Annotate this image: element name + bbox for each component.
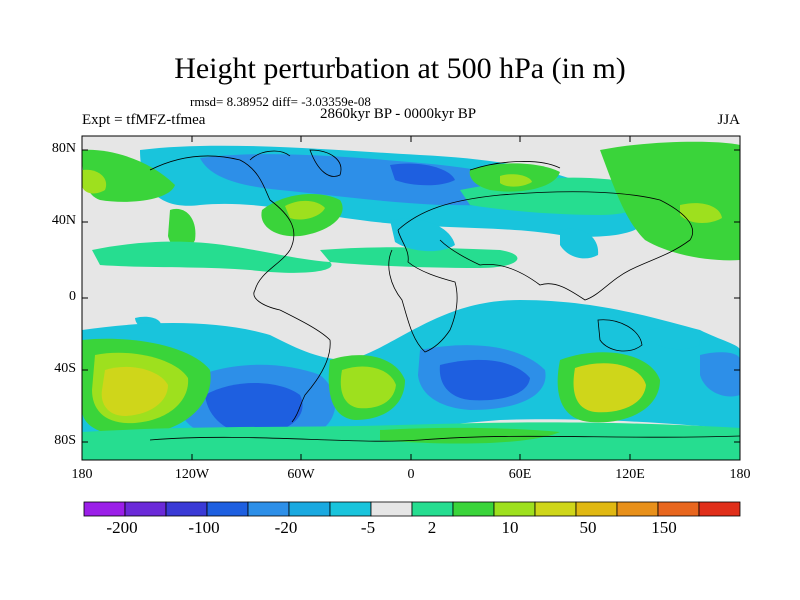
coastlines bbox=[149, 149, 740, 442]
lon-label-120e: 120E bbox=[615, 467, 645, 482]
colorbar-label: 10 bbox=[501, 518, 519, 537]
south-america-blue bbox=[205, 382, 303, 436]
s-indian-yellow bbox=[573, 363, 646, 413]
season-label: JJA bbox=[717, 112, 740, 128]
lat-label-40s: 40S bbox=[54, 361, 76, 376]
atlantic-teal bbox=[320, 247, 518, 268]
colorbar-box bbox=[411, 501, 454, 517]
lon-label-180e: 180 bbox=[729, 467, 751, 482]
colorbar-box bbox=[165, 501, 208, 517]
axis-ticks bbox=[81, 136, 741, 460]
pacific-green-patch bbox=[168, 208, 196, 250]
lat-label-0: 0 bbox=[69, 289, 76, 304]
colorbar-label: -100 bbox=[188, 518, 220, 537]
colorbar-box bbox=[206, 501, 249, 517]
s-atlantic-yg bbox=[340, 366, 396, 409]
map-title: Height perturbation at 500 hPa (in m) bbox=[174, 52, 626, 85]
europe-blue bbox=[390, 218, 455, 252]
pacific-lightblue-patch bbox=[650, 326, 700, 350]
north-america-yg bbox=[285, 200, 325, 220]
colorbar-label: 2 bbox=[427, 518, 437, 537]
colorbar-box bbox=[288, 501, 331, 517]
colorbar-label: 150 bbox=[651, 518, 677, 537]
lon-label-0: 0 bbox=[407, 467, 415, 482]
sw-pacific-orange bbox=[101, 366, 168, 416]
period-label: 2860kyr BP - 0000kyr BP bbox=[320, 106, 477, 122]
colorbar-label: -5 bbox=[360, 518, 376, 537]
ne-pacific-green bbox=[600, 141, 740, 261]
experiment-label: Expt = tfMFZ-tfmea bbox=[82, 112, 206, 128]
lat-label-80n: 80N bbox=[51, 141, 76, 156]
colorbar-box bbox=[370, 501, 413, 517]
colorbar-box bbox=[247, 501, 290, 517]
colorbar-label: -200 bbox=[106, 518, 138, 537]
lon-label-60w: 60W bbox=[287, 467, 315, 482]
arctic-blue bbox=[390, 163, 455, 186]
colorbar bbox=[83, 501, 741, 517]
colorbar-box bbox=[575, 501, 618, 517]
lon-label-180w: 180 bbox=[71, 467, 93, 482]
indian-ocean-blue bbox=[439, 359, 530, 401]
sw-pacific-blue bbox=[700, 352, 740, 397]
colorbar-box bbox=[124, 501, 167, 517]
colorbar-label: 50 bbox=[579, 518, 597, 537]
contour-field bbox=[82, 136, 740, 460]
lon-label-60e: 60E bbox=[508, 467, 532, 482]
rmsd-diff-text: rmsd= 8.38952 diff= -3.03359e-08 bbox=[190, 94, 371, 109]
lat-label-40n: 40N bbox=[51, 213, 76, 228]
colorbar-box bbox=[329, 501, 372, 517]
ne-pacific-yg bbox=[680, 203, 722, 224]
colorbar-box bbox=[698, 501, 741, 517]
colorbar-box bbox=[616, 501, 659, 517]
colorbar-box bbox=[83, 501, 126, 517]
colorbar-box bbox=[452, 501, 495, 517]
asia-lightblue bbox=[560, 228, 599, 259]
midlat-teal-band bbox=[92, 241, 332, 273]
colorbar-box bbox=[534, 501, 577, 517]
lat-label-80s: 80S bbox=[54, 433, 76, 448]
colorbar-label: -20 bbox=[274, 518, 298, 537]
lon-label-120w: 120W bbox=[174, 467, 210, 482]
colorbar-box bbox=[493, 501, 536, 517]
colorbar-box bbox=[657, 501, 700, 517]
siberia-yg bbox=[500, 174, 532, 187]
nw-pacific-yg bbox=[82, 169, 107, 194]
